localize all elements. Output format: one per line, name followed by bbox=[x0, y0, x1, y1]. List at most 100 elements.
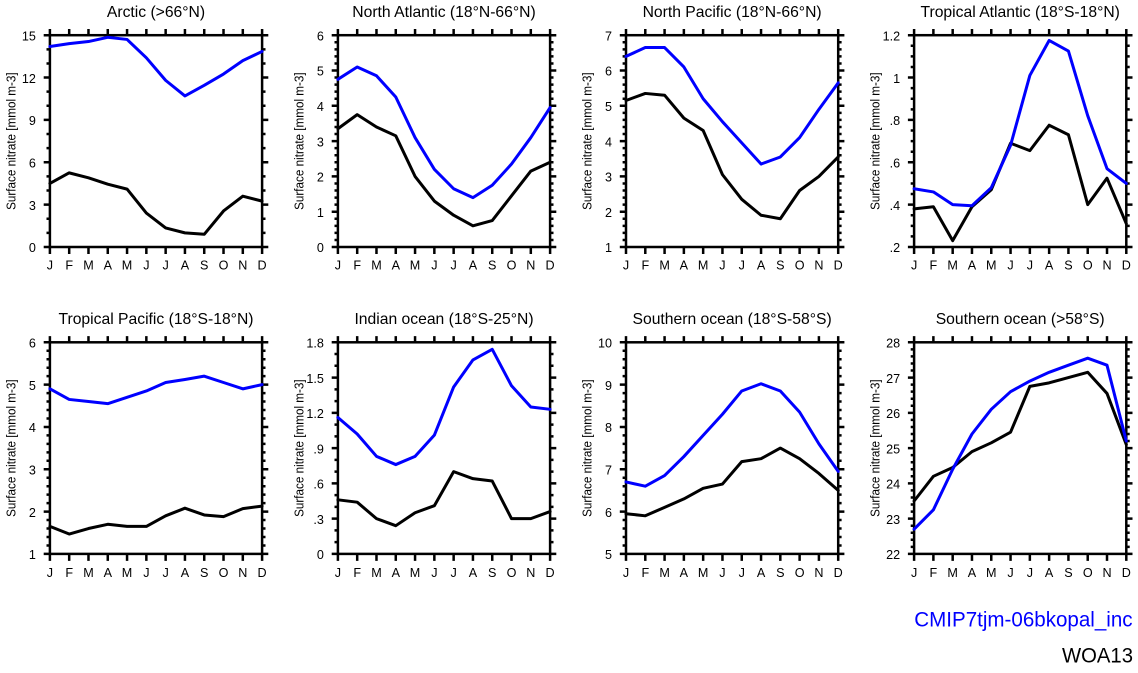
svg-text:28: 28 bbox=[886, 337, 900, 351]
svg-text:J: J bbox=[451, 259, 457, 273]
svg-text:D: D bbox=[546, 259, 555, 273]
svg-text:A: A bbox=[181, 566, 190, 580]
svg-text:F: F bbox=[353, 566, 361, 580]
svg-text:J: J bbox=[739, 566, 745, 580]
svg-text:10: 10 bbox=[598, 337, 612, 351]
svg-text:Surface nitrate [mmol m-3]: Surface nitrate [mmol m-3] bbox=[4, 379, 19, 516]
svg-text:S: S bbox=[200, 566, 208, 580]
svg-text:22: 22 bbox=[886, 548, 900, 562]
svg-text:M: M bbox=[122, 259, 133, 273]
svg-text:Tropical Atlantic (18°S-18°N): Tropical Atlantic (18°S-18°N) bbox=[920, 4, 1119, 21]
svg-text:J: J bbox=[623, 259, 629, 273]
svg-text:S: S bbox=[1064, 259, 1072, 273]
svg-text:3: 3 bbox=[317, 135, 324, 149]
svg-text:1: 1 bbox=[317, 206, 324, 220]
svg-text:1.2: 1.2 bbox=[883, 29, 901, 43]
svg-text:A: A bbox=[757, 566, 766, 580]
svg-text:6: 6 bbox=[29, 337, 36, 351]
svg-text:S: S bbox=[1064, 566, 1072, 580]
svg-text:Surface nitrate [mmol m-3]: Surface nitrate [mmol m-3] bbox=[4, 72, 19, 210]
svg-text:F: F bbox=[930, 566, 938, 580]
svg-text:J: J bbox=[719, 566, 725, 580]
svg-text:5: 5 bbox=[605, 548, 612, 562]
svg-text:M: M bbox=[659, 566, 670, 580]
svg-text:8: 8 bbox=[605, 421, 612, 435]
svg-text:A: A bbox=[469, 566, 478, 580]
svg-text:Southern ocean (18°S-58°S): Southern ocean (18°S-58°S) bbox=[633, 311, 832, 328]
svg-text:24: 24 bbox=[886, 478, 900, 492]
svg-text:J: J bbox=[1007, 259, 1013, 273]
svg-text:9: 9 bbox=[29, 114, 36, 128]
svg-text:.3: .3 bbox=[313, 513, 324, 527]
svg-text:7: 7 bbox=[605, 463, 612, 477]
svg-text:Surface nitrate [mmol m-3]: Surface nitrate [mmol m-3] bbox=[868, 379, 883, 516]
svg-text:Surface nitrate [mmol m-3]: Surface nitrate [mmol m-3] bbox=[292, 72, 307, 210]
svg-text:A: A bbox=[392, 259, 401, 273]
svg-text:Surface nitrate [mmol m-3]: Surface nitrate [mmol m-3] bbox=[580, 72, 595, 210]
svg-text:A: A bbox=[181, 259, 190, 273]
svg-text:1.5: 1.5 bbox=[306, 372, 324, 386]
svg-text:N: N bbox=[1102, 566, 1111, 580]
svg-text:A: A bbox=[757, 259, 766, 273]
svg-text:M: M bbox=[659, 259, 670, 273]
svg-text:F: F bbox=[641, 259, 649, 273]
svg-text:D: D bbox=[546, 566, 555, 580]
svg-text:J: J bbox=[1007, 566, 1013, 580]
svg-text:M: M bbox=[698, 566, 709, 580]
svg-text:O: O bbox=[795, 259, 805, 273]
svg-text:15: 15 bbox=[22, 29, 36, 43]
svg-text:N: N bbox=[238, 259, 247, 273]
svg-text:26: 26 bbox=[886, 407, 900, 421]
svg-text:N: N bbox=[1102, 259, 1111, 273]
svg-text:North Atlantic (18°N-66°N): North Atlantic (18°N-66°N) bbox=[352, 4, 535, 21]
svg-text:Indian ocean (18°S-25°N): Indian ocean (18°S-25°N) bbox=[354, 311, 533, 328]
svg-text:M: M bbox=[371, 566, 382, 580]
svg-text:Surface nitrate [mmol m-3]: Surface nitrate [mmol m-3] bbox=[868, 72, 883, 210]
svg-text:3: 3 bbox=[29, 463, 36, 477]
svg-text:D: D bbox=[834, 566, 843, 580]
svg-text:1.2: 1.2 bbox=[306, 407, 324, 421]
svg-text:Surface nitrate [mmol m-3]: Surface nitrate [mmol m-3] bbox=[292, 379, 307, 516]
svg-text:A: A bbox=[392, 566, 401, 580]
svg-text:A: A bbox=[680, 259, 689, 273]
svg-text:2: 2 bbox=[317, 171, 324, 185]
svg-text:S: S bbox=[776, 259, 784, 273]
svg-text:N: N bbox=[814, 566, 823, 580]
svg-text:WOA13: WOA13 bbox=[1062, 644, 1133, 668]
svg-text:0: 0 bbox=[317, 548, 324, 562]
svg-text:D: D bbox=[834, 259, 843, 273]
svg-text:M: M bbox=[122, 566, 133, 580]
svg-text:2: 2 bbox=[29, 506, 36, 520]
svg-text:A: A bbox=[1045, 259, 1054, 273]
svg-text:3: 3 bbox=[605, 171, 612, 185]
svg-text:J: J bbox=[451, 566, 457, 580]
svg-text:1: 1 bbox=[893, 72, 900, 86]
svg-text:1.8: 1.8 bbox=[306, 337, 324, 351]
svg-text:J: J bbox=[911, 259, 917, 273]
svg-text:CMIP7tjm-06bkopal_inc: CMIP7tjm-06bkopal_inc bbox=[914, 608, 1133, 632]
svg-text:4: 4 bbox=[317, 100, 324, 114]
svg-text:4: 4 bbox=[605, 135, 612, 149]
svg-text:.6: .6 bbox=[313, 478, 324, 492]
svg-text:F: F bbox=[65, 259, 73, 273]
svg-text:F: F bbox=[930, 259, 938, 273]
svg-text:O: O bbox=[219, 566, 229, 580]
svg-text:Surface nitrate [mmol m-3]: Surface nitrate [mmol m-3] bbox=[580, 379, 595, 516]
svg-text:F: F bbox=[65, 566, 73, 580]
svg-text:S: S bbox=[200, 259, 208, 273]
svg-text:2: 2 bbox=[605, 206, 612, 220]
svg-text:D: D bbox=[1122, 566, 1131, 580]
svg-text:O: O bbox=[507, 259, 517, 273]
svg-text:.4: .4 bbox=[890, 199, 901, 213]
svg-text:6: 6 bbox=[605, 65, 612, 79]
svg-text:J: J bbox=[911, 566, 917, 580]
svg-text:J: J bbox=[1027, 259, 1033, 273]
svg-text:M: M bbox=[947, 259, 958, 273]
svg-text:J: J bbox=[335, 259, 341, 273]
svg-text:F: F bbox=[641, 566, 649, 580]
svg-text:.2: .2 bbox=[890, 241, 901, 255]
svg-text:J: J bbox=[143, 259, 149, 273]
svg-text:O: O bbox=[1083, 259, 1093, 273]
svg-text:25: 25 bbox=[886, 442, 900, 456]
svg-text:O: O bbox=[507, 566, 517, 580]
